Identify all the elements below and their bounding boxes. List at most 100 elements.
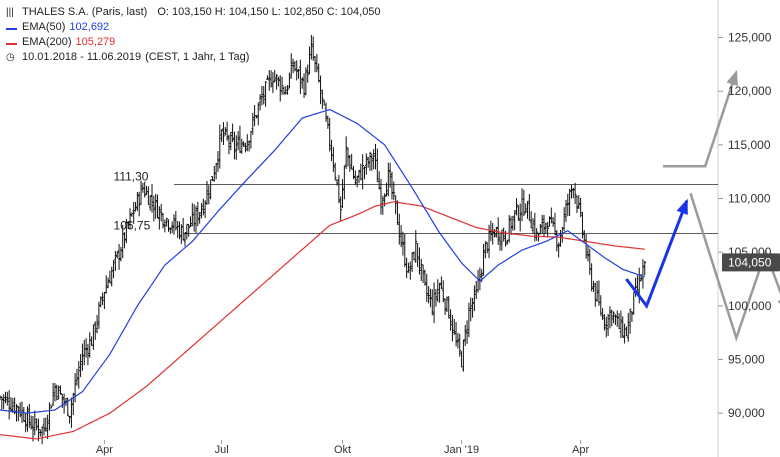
x-tick-label: Apr: [96, 444, 113, 456]
ohlc-bar: [507, 214, 511, 243]
ohlc-bar: [222, 122, 225, 146]
ohlc-bar: [233, 131, 236, 160]
ohlc-bar: [606, 314, 610, 336]
ohlc-bar: [202, 198, 205, 216]
ohlc-bar: [154, 193, 157, 219]
ohlc-bar: [271, 72, 275, 94]
y-tick-label: 115,000: [728, 138, 771, 152]
ohlc-bar: [134, 201, 137, 212]
ohlc-bar: [256, 102, 260, 126]
ohlc-bar: [339, 196, 342, 222]
ema50-value: 102,692: [69, 21, 110, 33]
ohlc-bar: [410, 252, 414, 272]
ohlc-bar: [354, 170, 357, 186]
ohlc-bar: [185, 224, 189, 240]
ohlc-bar: [546, 221, 549, 238]
ohlc-bar: [79, 353, 82, 378]
ohlc-bar: [408, 261, 412, 280]
ohlc-bar: [161, 213, 165, 229]
ohlc-bar: [289, 53, 293, 79]
ohlc-bar: [315, 53, 319, 73]
ohlc-bar: [159, 203, 163, 222]
ohlc-bar: [262, 85, 266, 105]
ohlc-bar: [502, 227, 505, 242]
ohlc-bar: [280, 76, 284, 95]
x-tick-label: Apr: [572, 444, 589, 456]
ohlc-bar: [6, 391, 9, 406]
ohlc-bar: [236, 131, 240, 151]
ohlc-bar: [299, 59, 302, 94]
ohlc-bar: [524, 203, 527, 214]
ohlc-bar: [28, 403, 31, 428]
instrument-title: THALES S.A. (Paris, last): [22, 6, 148, 18]
ohlc-bar: [440, 276, 443, 289]
ohlc-bar: [614, 314, 617, 325]
ohlc-bar: [172, 214, 176, 235]
ohlc-bar: [344, 136, 348, 170]
ohlc-bar: [363, 166, 366, 180]
ohlc-bar: [75, 368, 79, 386]
ohlc-bar: [0, 396, 4, 410]
ohlc-bar: [630, 311, 634, 322]
ohlc-bar: [49, 405, 53, 409]
ohlc-bar: [273, 69, 277, 83]
ohlc-bar: [456, 332, 460, 349]
ohlc-bar: [350, 153, 353, 170]
ohlc-bar: [86, 343, 90, 366]
ohlc-bar: [35, 418, 38, 431]
ohlc-bar: [641, 259, 645, 289]
ohlc-bar: [306, 64, 310, 83]
ohlc-bar: [90, 336, 93, 346]
ohlc-bar: [187, 223, 190, 237]
y-tick-label: 90,000: [728, 406, 765, 420]
time-axis: Apr Jul Okt Jan '19 Apr: [96, 440, 590, 456]
ohlc-bar: [18, 402, 22, 418]
ohlc-bar: [29, 415, 33, 430]
ohlc-bar: [203, 200, 207, 219]
ohlc-bar: [227, 134, 231, 155]
ohlc-bar: [495, 226, 498, 238]
ema50-line: [0, 108, 645, 414]
ohlc-bar: [603, 314, 606, 331]
ohlc-bar: [467, 302, 471, 338]
ohlc-bar: [288, 72, 291, 89]
ohlc-bar: [430, 289, 434, 316]
ohlc-bar: [451, 314, 454, 342]
x-tick-label: Jan '19: [444, 444, 479, 456]
ohlc-bar: [103, 291, 106, 310]
ohlc-bar: [293, 61, 297, 72]
y-tick-label: 120,000: [728, 84, 772, 98]
ohlc-bar: [266, 75, 269, 80]
ohlc-bar: [225, 121, 229, 141]
ohlc-bar: [48, 402, 51, 431]
ohlc-bar: [632, 291, 636, 315]
ohlc-bar: [322, 99, 326, 106]
ohlc-bar: [7, 390, 11, 420]
ema200-swatch: [6, 43, 17, 45]
ohlc-bar: [359, 163, 363, 181]
level-lines: 111,30 106,75: [114, 170, 718, 234]
ohlc-bar: [425, 273, 429, 302]
ema200-value: 105,279: [75, 36, 116, 48]
ohlc-bar: [548, 216, 551, 227]
ohlc-bar: [218, 124, 222, 169]
ohlc-bar: [511, 215, 515, 231]
ohlc-bar: [332, 147, 335, 172]
ohlc-bar: [26, 406, 29, 432]
ohlc-bar: [352, 166, 355, 180]
ohlc-bar: [139, 180, 143, 205]
ohlc-bar: [526, 200, 529, 219]
ohlc-bar: [357, 169, 361, 184]
ohlc-bar: [343, 165, 346, 200]
ohlc-bar: [390, 171, 394, 200]
ohlc-bar: [205, 180, 209, 205]
ohlc-bar: [365, 153, 368, 175]
ohlc-bar: [542, 214, 546, 236]
ohlc-bar: [485, 242, 489, 254]
y-tick-label: 125,000: [728, 31, 772, 45]
ohlc-bar: [577, 195, 581, 210]
ohlc-bar: [438, 282, 441, 303]
ohlc-bar: [621, 316, 625, 338]
ohlc-bar: [610, 309, 614, 327]
